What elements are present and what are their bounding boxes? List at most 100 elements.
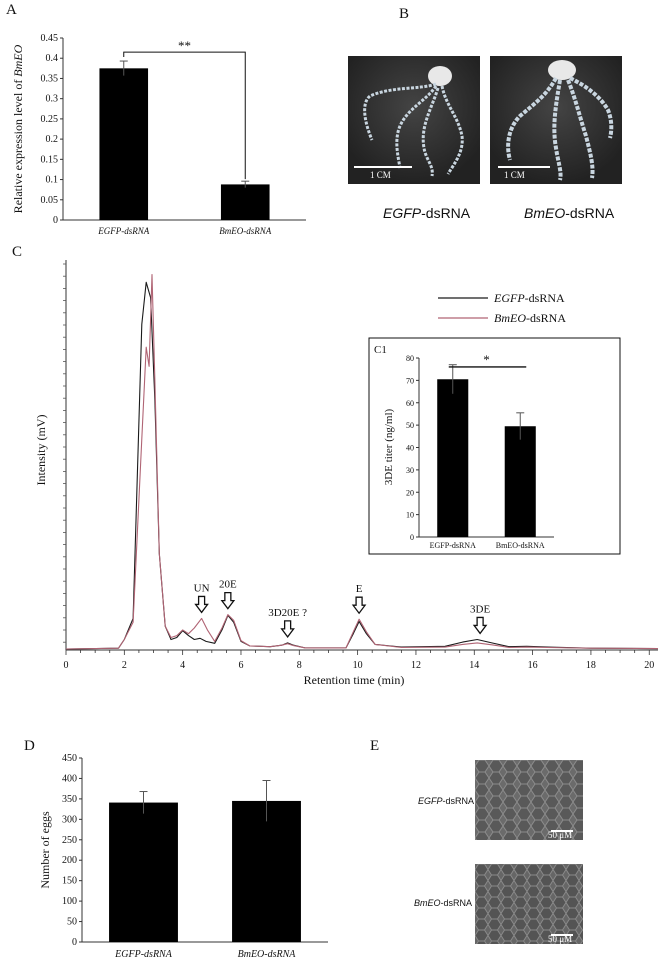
y-tick-label: 450 bbox=[62, 753, 77, 764]
y-axis-label: Number of eggs bbox=[38, 811, 52, 889]
scale-label-e-bmeo: 50 μM bbox=[548, 934, 573, 944]
significance-bracket bbox=[123, 51, 246, 180]
y-tick-label: 100 bbox=[62, 896, 77, 907]
category-label-1: BmEO-dsRNA bbox=[219, 226, 271, 236]
scale-bar-b-bmeo bbox=[498, 166, 550, 168]
y-axis-label: Relative expression level of BmEO bbox=[11, 44, 25, 213]
y-tick-label: 0.2 bbox=[46, 134, 59, 145]
chart-d: 0 50 100 150 200 250 300 350 400 450 EGFP-dsRNA BmE… bbox=[38, 753, 328, 960]
bar-1 bbox=[504, 426, 536, 537]
y-tick-label: 0.45 bbox=[41, 33, 59, 44]
chorion-egfp-image bbox=[475, 760, 583, 840]
y-tick-label: 30 bbox=[406, 466, 414, 475]
annotation-label-4: 3DE bbox=[470, 603, 490, 615]
chart-c1: 0 10 20 30 40 50 60 70 80 EGFP-dsRNA BmEO-dsRNA 3DE… bbox=[383, 352, 554, 550]
scale-label-b-egfp: 1 CM bbox=[370, 170, 391, 180]
category-label-1: BmEO-dsRNA bbox=[238, 949, 297, 960]
series-line-1 bbox=[65, 274, 659, 650]
photo-e-egfp: 50 μM bbox=[475, 760, 583, 840]
y-tick-label: 200 bbox=[62, 855, 77, 866]
scale-bar-e-bmeo bbox=[551, 934, 573, 936]
x-tick-label: 0 bbox=[64, 660, 69, 671]
y-tick-label: 50 bbox=[406, 421, 414, 430]
y-tick-label: 300 bbox=[62, 814, 77, 825]
x-axis-label: Retention time (min) bbox=[304, 673, 405, 687]
inset-frame bbox=[368, 337, 621, 555]
photo-b-label-bmeo: BmEO-dsRNA bbox=[524, 205, 615, 221]
significance-mark: ** bbox=[178, 38, 191, 53]
y-tick-label: 80 bbox=[406, 354, 414, 363]
annotation-2: 3D20E ? bbox=[268, 607, 307, 638]
y-axis-label: 3DE titer (ng/ml) bbox=[383, 408, 395, 485]
x-tick-label: 4 bbox=[180, 660, 185, 671]
inset-label: C1 bbox=[374, 344, 387, 356]
bar-0 bbox=[99, 68, 149, 220]
panel-letter-e: E bbox=[370, 738, 380, 754]
annotation-label-3: E bbox=[356, 583, 363, 595]
x-tick-label: 16 bbox=[528, 660, 538, 671]
chart-c: 0 2 4 6 8 10 12 14 16 18 20 Retention time (min) Int… bbox=[34, 260, 659, 687]
annotation-arrow-2 bbox=[280, 620, 295, 638]
x-tick-label: 6 bbox=[238, 660, 243, 671]
ovary-egfp-image bbox=[348, 56, 480, 184]
y-tick-label: 350 bbox=[62, 794, 77, 805]
category-label-1: BmEO-dsRNA bbox=[496, 541, 545, 550]
chart-a: 0 0.05 0.1 0.15 0.2 0.25 0.3 0.35 0.4 0.45 EGFP-ds… bbox=[11, 33, 306, 236]
y-tick-label: 60 bbox=[406, 399, 414, 408]
y-tick-label: 0 bbox=[72, 937, 77, 948]
chorion-bmeo-image bbox=[475, 864, 583, 944]
y-tick-label: 40 bbox=[406, 444, 414, 453]
scale-bar-b-egfp bbox=[354, 166, 412, 168]
legend-label-1: BmEO-dsRNA bbox=[494, 311, 566, 325]
y-tick-label: 0.35 bbox=[41, 73, 59, 84]
annotation-4: 3DE bbox=[470, 603, 490, 635]
annotation-arrow-3 bbox=[351, 596, 367, 615]
y-tick-label: 0.3 bbox=[46, 94, 59, 105]
annotation-arrow-1 bbox=[220, 591, 236, 610]
category-label-0: EGFP-dsRNA bbox=[97, 226, 149, 236]
photo-b-egfp: 1 CM bbox=[348, 56, 480, 184]
x-tick-label: 2 bbox=[122, 660, 127, 671]
photo-b-label-egfp: EGFP-dsRNA bbox=[383, 205, 471, 221]
bar-1 bbox=[220, 184, 270, 220]
annotation-label-2: 3D20E ? bbox=[268, 607, 307, 619]
y-tick-label: 20 bbox=[406, 488, 414, 497]
y-tick-label: 10 bbox=[406, 511, 414, 520]
y-tick-label: 150 bbox=[62, 876, 77, 887]
x-tick-label: 10 bbox=[353, 660, 363, 671]
annotation-1: 20E bbox=[219, 579, 237, 610]
panel-letter-d: D bbox=[24, 738, 35, 754]
panel-letter-c: C bbox=[12, 244, 23, 260]
y-tick-label: 0.25 bbox=[41, 114, 59, 125]
y-tick-label: 250 bbox=[62, 835, 77, 846]
legend-label-0: EGFP-dsRNA bbox=[493, 291, 565, 305]
y-tick-label: 0.4 bbox=[46, 53, 59, 64]
scale-label-e-egfp: 50 μM bbox=[548, 830, 573, 840]
scale-bar-e-egfp bbox=[551, 830, 573, 832]
panel-letter-b: B bbox=[399, 6, 410, 22]
category-label-0: EGFP-dsRNA bbox=[430, 541, 476, 550]
annotation-arrow-0 bbox=[194, 595, 209, 614]
y-tick-label: 0.05 bbox=[41, 195, 59, 206]
y-tick-label: 50 bbox=[67, 917, 77, 928]
annotation-0: UN bbox=[194, 582, 210, 614]
x-tick-label: 20 bbox=[644, 660, 654, 671]
annotation-label-1: 20E bbox=[219, 579, 237, 591]
bar-1 bbox=[232, 800, 301, 942]
ovary-bmeo-image bbox=[490, 56, 622, 184]
annotation-3: E bbox=[351, 583, 367, 615]
y-axis-label: Intensity (mV) bbox=[34, 415, 48, 486]
y-tick-label: 400 bbox=[62, 773, 77, 784]
annotation-arrow-4 bbox=[472, 616, 488, 635]
panel-letter-a: A bbox=[6, 2, 17, 18]
y-tick-label: 0 bbox=[53, 215, 58, 226]
y-tick-label: 0.15 bbox=[41, 154, 59, 165]
category-label-0: EGFP-dsRNA bbox=[114, 949, 173, 960]
y-tick-label: 0 bbox=[410, 533, 414, 542]
significance-mark: * bbox=[483, 352, 490, 367]
bar-0 bbox=[109, 802, 178, 942]
x-tick-label: 8 bbox=[297, 660, 302, 671]
y-tick-label: 70 bbox=[406, 376, 414, 385]
photo-e-label-bmeo: BmEO-dsRNA bbox=[414, 898, 473, 908]
